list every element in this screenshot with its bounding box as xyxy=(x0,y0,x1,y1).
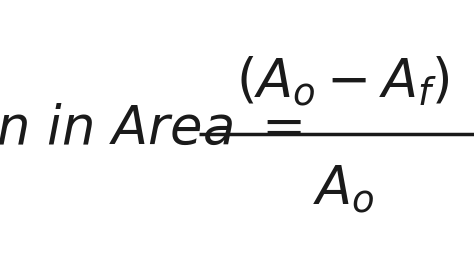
Text: $n\ in\ Area\ =$: $n\ in\ Area\ =$ xyxy=(0,104,302,155)
Text: $A_o$: $A_o$ xyxy=(312,163,374,215)
Text: $(A_o - A_f)$: $(A_o - A_f)$ xyxy=(237,54,450,108)
